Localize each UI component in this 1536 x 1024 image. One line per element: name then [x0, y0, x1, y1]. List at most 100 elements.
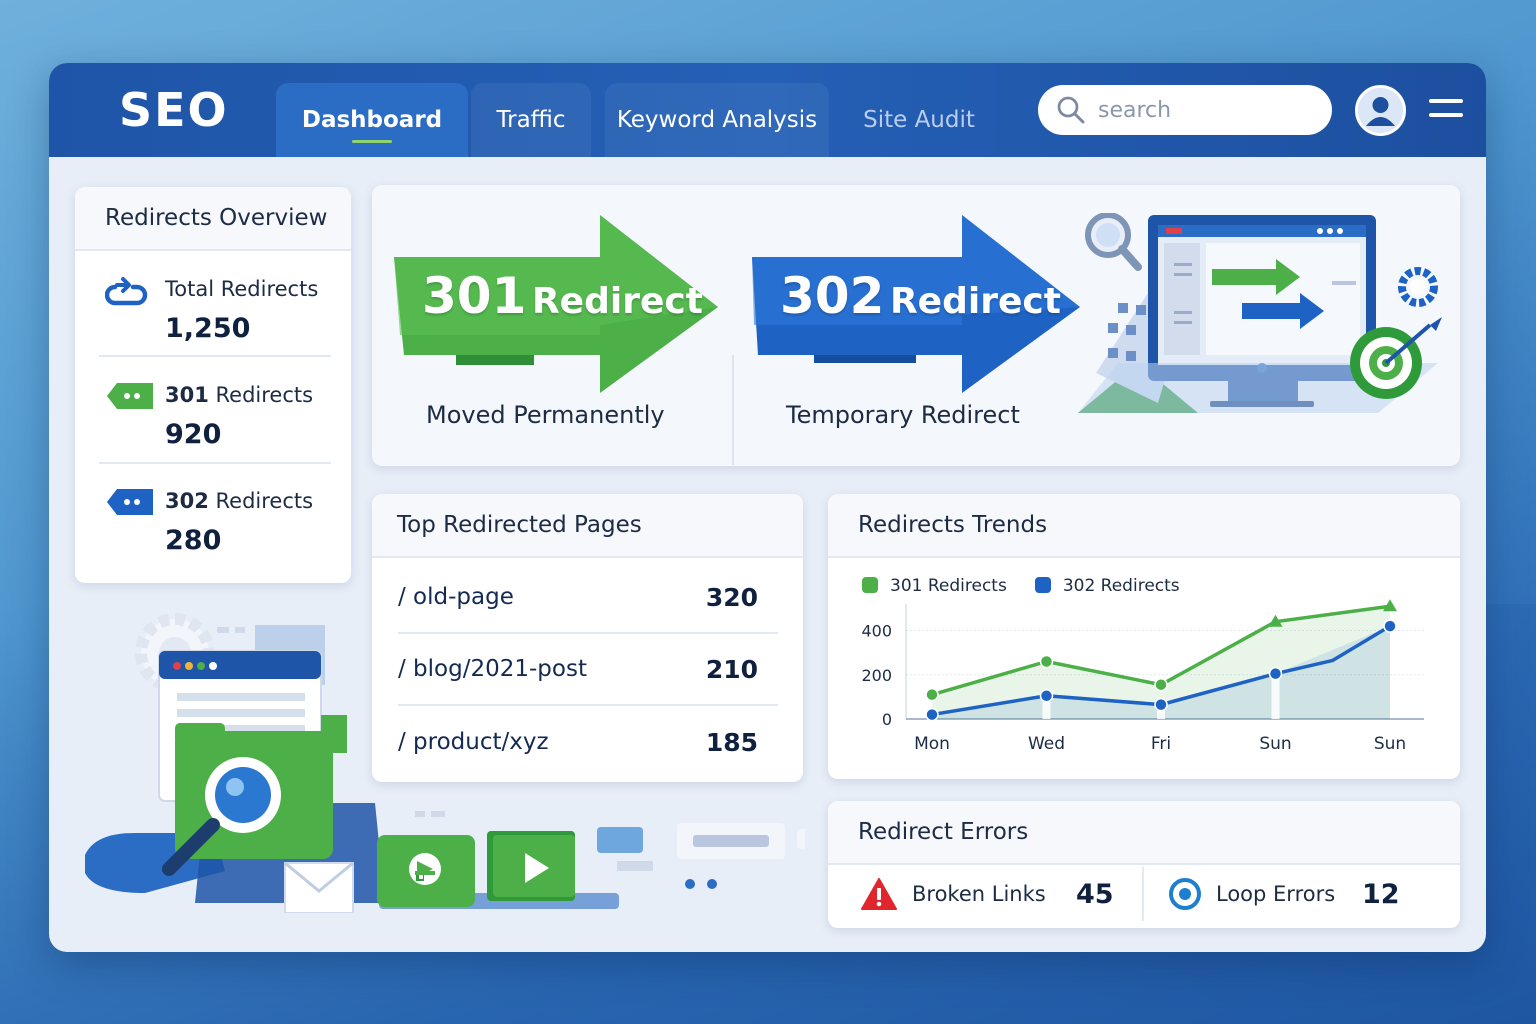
card-title: Top Redirected Pages — [372, 494, 803, 558]
data-point — [1039, 689, 1054, 703]
card-title: Redirects Trends — [828, 494, 1460, 558]
stat-value: 920 — [165, 419, 222, 450]
app-window: SEO Dashboard Traffic Keyword Analysis S… — [49, 63, 1486, 952]
data-point — [1154, 677, 1168, 692]
menu-line — [1429, 99, 1463, 103]
data-point — [925, 707, 939, 722]
x-tick-label: Sun — [1259, 734, 1291, 754]
redirect-errors-card: Redirect Errors Broken Links 45 Loop Err… — [828, 801, 1460, 928]
page-path: / product/xyz — [398, 729, 549, 755]
redirects-overview-card: Redirects Overview Total Redirects 1,250… — [75, 187, 351, 583]
stat-value: 280 — [165, 525, 222, 556]
tab-site-audit[interactable]: Site Audit — [849, 83, 989, 157]
stat-label: 301 Redirects — [165, 383, 313, 407]
redirect-302-caption: Temporary Redirect — [786, 401, 1020, 429]
divider — [732, 355, 734, 465]
hamburger-menu-button[interactable] — [1429, 99, 1463, 123]
redirect-types-card: 301 Redirect Moved Permanently 302 Redir… — [372, 185, 1460, 466]
card-title: Redirects Overview — [75, 187, 351, 251]
error-label: Broken Links — [912, 882, 1046, 906]
user-icon — [1358, 88, 1403, 133]
tab-label: Site Audit — [863, 107, 975, 133]
data-point — [1039, 654, 1054, 669]
top-redirected-pages-card: Top Redirected Pages / old-page 320 / bl… — [372, 494, 803, 782]
table-row[interactable]: / blog/2021-post 210 — [398, 634, 778, 706]
stat-label-text: Redirects — [208, 383, 314, 407]
redirects-trends-card: Redirects Trends 301 Redirects 302 Redir… — [828, 494, 1460, 779]
redirect-301-number: 301 — [422, 267, 527, 325]
search-input[interactable] — [1098, 97, 1298, 123]
top-navigation-bar: SEO Dashboard Traffic Keyword Analysis S… — [49, 63, 1486, 157]
tab-label: Traffic — [496, 107, 566, 133]
redirect-301-word: Redirect — [531, 281, 703, 322]
legend-label: 302 Redirects — [1062, 576, 1180, 596]
stat-label: Total Redirects — [165, 277, 319, 301]
point-band — [1157, 704, 1165, 719]
legend-swatch — [862, 577, 878, 593]
search-icon — [1057, 96, 1085, 124]
user-avatar[interactable] — [1355, 85, 1406, 136]
redirect-302-title: 302 Redirect — [780, 267, 1061, 325]
redirect-301-title: 301 Redirect — [422, 267, 703, 325]
x-tick-label: Mon — [914, 734, 950, 754]
y-tick-label: 400 — [861, 622, 892, 641]
y-tick-label: 200 — [861, 666, 892, 685]
redirect-301-caption: Moved Permanently — [426, 401, 665, 429]
tag-icon — [107, 489, 153, 515]
card-title: Redirect Errors — [828, 801, 1460, 865]
arrow-302-graphic — [752, 215, 1080, 393]
tab-label: Dashboard — [301, 107, 443, 133]
menu-line — [1429, 113, 1463, 117]
legend-item-301: 301 Redirects — [862, 576, 1007, 596]
trend-line-chart: 0 200 400 Mon Wed Fri Sun Sun — [861, 599, 1424, 754]
legend-item-302: 302 Redirects — [1034, 576, 1180, 596]
stat-label: 302 Redirects — [165, 489, 313, 513]
data-point — [1268, 666, 1283, 681]
tag-icon — [107, 383, 153, 409]
error-count: 45 — [1076, 878, 1114, 910]
y-tick-label: 0 — [882, 710, 892, 729]
arrow-301-graphic — [394, 215, 718, 393]
loop-icon — [1169, 878, 1201, 910]
divider — [1142, 867, 1144, 921]
stat-label-number: 302 — [165, 489, 209, 513]
point-band — [1271, 673, 1280, 719]
monitor-illustration — [1078, 213, 1442, 413]
chart-legend: 301 Redirects 302 Redirects — [862, 576, 1180, 596]
x-tick-label: Wed — [1028, 734, 1065, 754]
tab-label: Keyword Analysis — [616, 107, 818, 133]
error-label: Loop Errors — [1216, 882, 1336, 906]
redirect-302-word: Redirect — [889, 281, 1061, 322]
redirect-302-number: 302 — [780, 267, 885, 325]
stat-value: 1,250 — [165, 313, 251, 344]
page-path: / blog/2021-post — [398, 656, 587, 682]
data-point — [1383, 619, 1397, 633]
legend-swatch — [1034, 577, 1051, 593]
tab-traffic[interactable]: Traffic — [471, 83, 591, 157]
x-tick-label: Fri — [1151, 734, 1171, 754]
page-path: / old-page — [398, 584, 514, 610]
data-point — [1154, 697, 1168, 712]
point-band — [1042, 695, 1051, 719]
link-icon — [105, 277, 148, 306]
divider — [99, 355, 331, 357]
series-302-line — [931, 624, 1391, 717]
error-count: 12 — [1362, 878, 1400, 910]
table-row[interactable]: / old-page 320 — [398, 562, 778, 634]
page-count: 320 — [705, 582, 758, 612]
search-box[interactable] — [1038, 85, 1332, 135]
data-point — [1383, 599, 1397, 612]
loop-errors-stat[interactable]: Loop Errors 12 — [1168, 877, 1400, 911]
legend-label: 301 Redirects — [890, 576, 1007, 596]
stat-label-text: Redirects — [208, 489, 314, 513]
table-row[interactable]: / product/xyz 185 — [398, 706, 778, 778]
broken-links-stat[interactable]: Broken Links 45 — [860, 877, 1114, 911]
page-count: 210 — [705, 654, 758, 684]
x-tick-label: Sun — [1374, 734, 1406, 754]
divider — [99, 462, 331, 464]
page-count: 185 — [705, 727, 758, 757]
warning-icon — [861, 878, 897, 910]
tab-keyword-analysis[interactable]: Keyword Analysis — [605, 83, 829, 157]
data-point — [925, 687, 939, 702]
tab-dashboard[interactable]: Dashboard — [276, 83, 468, 157]
